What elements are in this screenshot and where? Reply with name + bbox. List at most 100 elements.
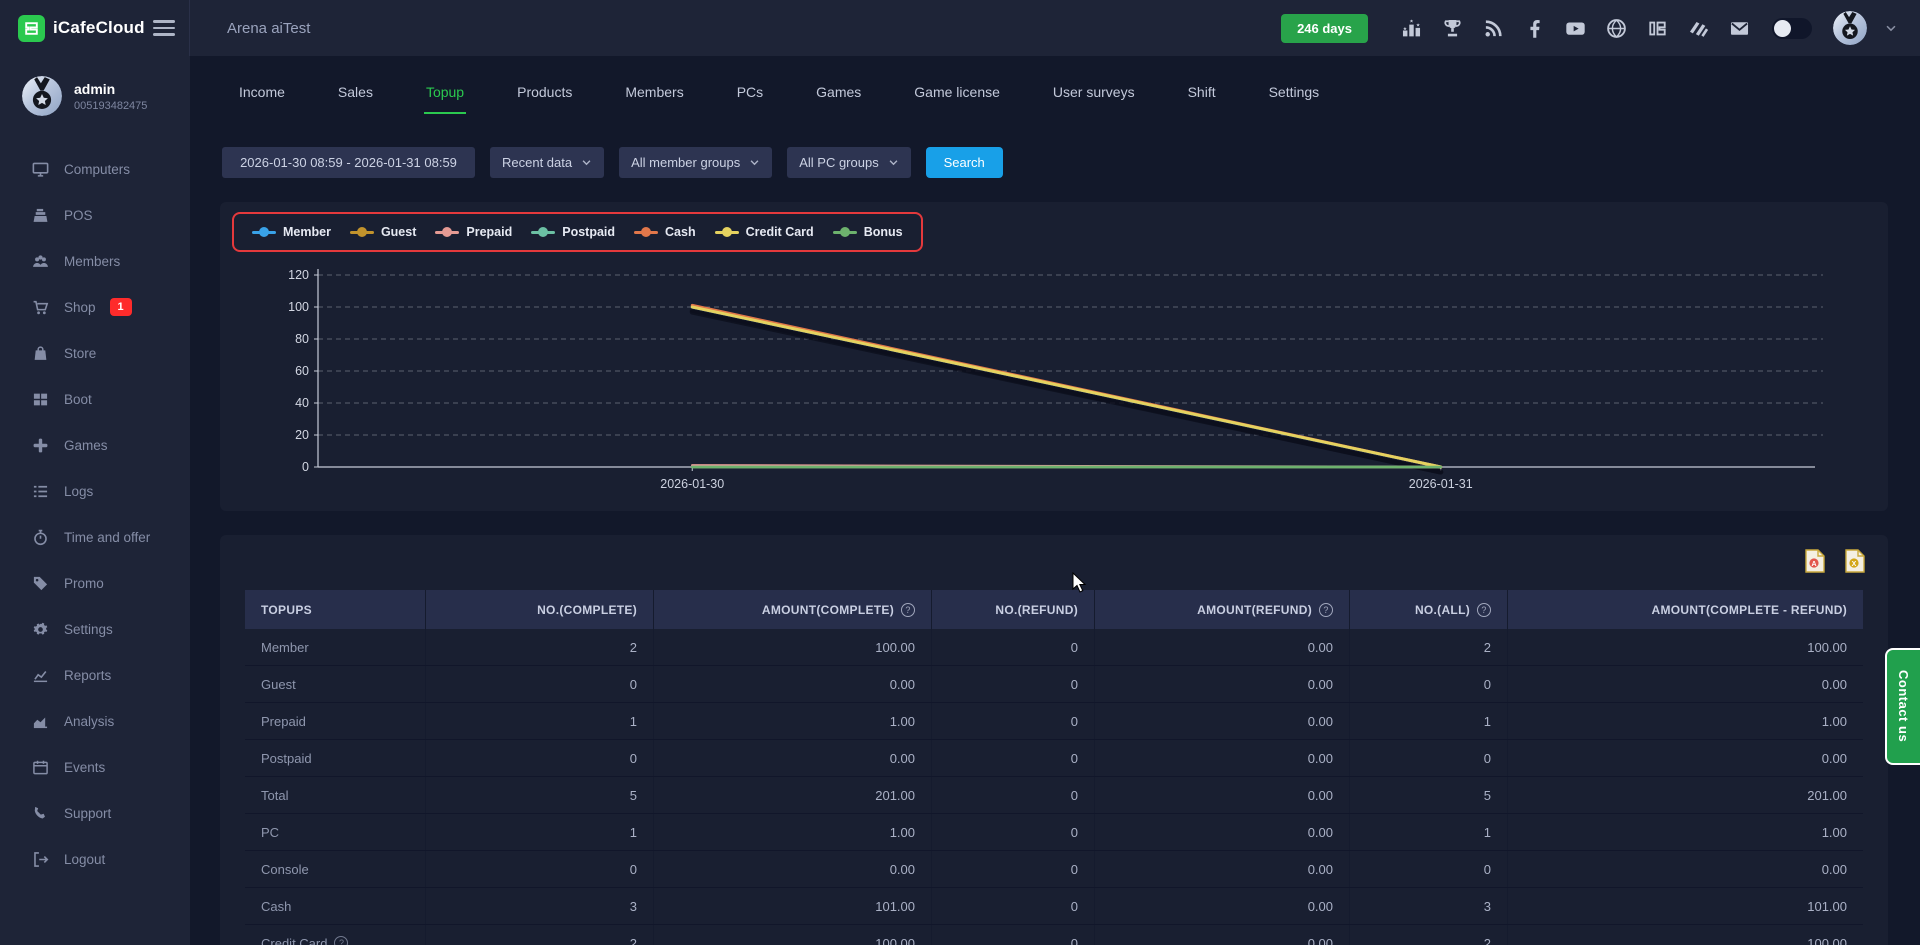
avatar[interactable] bbox=[1833, 11, 1867, 45]
date-range-value: 2026-01-30 08:59 - 2026-01-31 08:59 bbox=[240, 155, 457, 170]
theme-toggle[interactable] bbox=[1772, 17, 1812, 39]
row-label: Member bbox=[261, 639, 309, 655]
excel-export-icon[interactable]: X bbox=[1844, 549, 1866, 573]
sidebar-item-members[interactable]: Members bbox=[0, 238, 190, 284]
contact-us-tab[interactable]: Contact us bbox=[1885, 648, 1920, 765]
column-header: AMOUNT(COMPLETE - REFUND) bbox=[1507, 590, 1863, 629]
cell-value: 0 bbox=[931, 925, 1094, 945]
sidebar-item-logs[interactable]: Logs bbox=[0, 468, 190, 514]
hamburger-menu-icon[interactable] bbox=[153, 16, 175, 40]
row-label: Console bbox=[261, 861, 309, 877]
recent-data-select[interactable]: Recent data bbox=[490, 147, 605, 178]
tab-topup[interactable]: Topup bbox=[423, 74, 467, 114]
member-groups-select[interactable]: All member groups bbox=[619, 147, 773, 178]
date-range-input[interactable]: 2026-01-30 08:59 - 2026-01-31 08:59 bbox=[222, 147, 475, 178]
tab-members[interactable]: Members bbox=[623, 74, 685, 114]
cell-value: 5 bbox=[425, 777, 653, 813]
info-icon[interactable]: ? bbox=[334, 936, 349, 945]
info-icon[interactable]: ? bbox=[1477, 602, 1491, 617]
legend-item-credit-card[interactable]: Credit Card bbox=[714, 225, 814, 239]
legend-marker bbox=[714, 227, 739, 237]
cell-value: 1.00 bbox=[653, 703, 931, 739]
chevron-down-icon[interactable] bbox=[1884, 21, 1898, 35]
sidebar-item-logout[interactable]: Logout bbox=[0, 836, 190, 882]
rss-icon[interactable] bbox=[1481, 16, 1505, 40]
sidebar-item-computers[interactable]: Computers bbox=[0, 146, 190, 192]
promo-icon bbox=[32, 575, 49, 592]
tab-shift[interactable]: Shift bbox=[1186, 74, 1218, 114]
chevron-down-icon bbox=[582, 160, 591, 166]
legend-item-guest[interactable]: Guest bbox=[349, 225, 416, 239]
info-icon[interactable]: ? bbox=[901, 602, 915, 617]
table-row: Cash 3 101.00 0 0.00 3 101.00 bbox=[245, 888, 1863, 925]
user-block[interactable]: admin 005193482475 bbox=[0, 56, 190, 122]
cell-value: 0.00 bbox=[1094, 851, 1349, 887]
pdf-export-icon[interactable]: A bbox=[1804, 549, 1826, 573]
legend-label: Member bbox=[283, 225, 331, 239]
cell-value: 2 bbox=[1349, 925, 1507, 945]
mail-icon[interactable] bbox=[1727, 16, 1751, 40]
trophy-icon[interactable] bbox=[1440, 16, 1464, 40]
legend-item-cash[interactable]: Cash bbox=[634, 225, 696, 239]
pos-icon bbox=[32, 207, 49, 224]
tab-income[interactable]: Income bbox=[237, 74, 287, 114]
layers-icon[interactable] bbox=[1686, 16, 1710, 40]
tab-products[interactable]: Products bbox=[515, 74, 574, 114]
topup-chart: 0 20 40 60 80 100 120 2026-01-30 2026-01-31 bbox=[288, 268, 1823, 491]
sidebar-item-events[interactable]: Events bbox=[0, 744, 190, 790]
topbar: iCafeCloud Arena aiTest 246 days bbox=[0, 0, 1920, 56]
days-badge[interactable]: 246 days bbox=[1281, 13, 1368, 43]
icafe-icon[interactable] bbox=[1645, 16, 1669, 40]
tab-sales[interactable]: Sales bbox=[336, 74, 375, 114]
sidebar-item-settings[interactable]: Settings bbox=[0, 606, 190, 652]
youtube-icon[interactable] bbox=[1563, 16, 1587, 40]
legend-label: Bonus bbox=[863, 225, 903, 239]
tab-user-surveys[interactable]: User surveys bbox=[1051, 74, 1137, 114]
tab-settings[interactable]: Settings bbox=[1267, 74, 1322, 114]
legend-marker bbox=[531, 227, 556, 237]
filter-row: 2026-01-30 08:59 - 2026-01-31 08:59 Rece… bbox=[222, 147, 1003, 178]
tab-pcs[interactable]: PCs bbox=[735, 74, 765, 114]
pc-groups-select[interactable]: All PC groups bbox=[787, 147, 911, 178]
cell-value: 0 bbox=[425, 740, 653, 776]
sidebar-item-pos[interactable]: POS bbox=[0, 192, 190, 238]
svg-text:20: 20 bbox=[295, 428, 309, 442]
sidebar-item-store[interactable]: Store bbox=[0, 330, 190, 376]
user-name: admin bbox=[74, 80, 116, 97]
legend-item-member[interactable]: Member bbox=[252, 225, 331, 239]
svg-text:80: 80 bbox=[295, 332, 309, 346]
cell-value: 101.00 bbox=[653, 888, 931, 924]
search-button[interactable]: Search bbox=[925, 147, 1003, 178]
tab-games[interactable]: Games bbox=[814, 74, 863, 114]
info-icon[interactable]: ? bbox=[1319, 602, 1333, 617]
sidebar-item-games[interactable]: Games bbox=[0, 422, 190, 468]
facebook-icon[interactable] bbox=[1522, 16, 1546, 40]
page-title: Arena aiTest bbox=[227, 19, 311, 37]
chevron-down-icon bbox=[889, 160, 898, 166]
svg-text:2026-01-31: 2026-01-31 bbox=[1409, 477, 1473, 491]
table-row: PC 1 1.00 0 0.00 1 1.00 bbox=[245, 814, 1863, 851]
ranking-icon[interactable] bbox=[1399, 16, 1423, 40]
icafecloud-logo-icon[interactable] bbox=[18, 14, 45, 42]
column-header: TOPUPS bbox=[261, 602, 312, 617]
sidebar-item-boot[interactable]: Boot bbox=[0, 376, 190, 422]
sidebar-item-analysis[interactable]: Analysis bbox=[0, 698, 190, 744]
sidebar-item-label: Logs bbox=[64, 483, 94, 499]
cell-value: 100.00 bbox=[653, 925, 931, 945]
legend-item-postpaid[interactable]: Postpaid bbox=[531, 225, 615, 239]
tab-game-license[interactable]: Game license bbox=[912, 74, 1002, 114]
cell-value: 0.00 bbox=[1094, 703, 1349, 739]
svg-text:2026-01-30: 2026-01-30 bbox=[660, 477, 724, 491]
sidebar-item-promo[interactable]: Promo bbox=[0, 560, 190, 606]
legend-item-prepaid[interactable]: Prepaid bbox=[435, 225, 512, 239]
cell-value: 0.00 bbox=[1094, 814, 1349, 850]
globe-icon[interactable] bbox=[1604, 16, 1628, 40]
sidebar-item-time-and-offer[interactable]: Time and offer bbox=[0, 514, 190, 560]
sidebar-item-support[interactable]: Support bbox=[0, 790, 190, 836]
sidebar-item-label: Boot bbox=[64, 391, 92, 407]
legend-item-bonus[interactable]: Bonus bbox=[832, 225, 903, 239]
cell-value: 201.00 bbox=[653, 777, 931, 813]
sidebar-item-shop[interactable]: Shop 1 bbox=[0, 284, 190, 330]
sidebar-item-reports[interactable]: Reports bbox=[0, 652, 190, 698]
cell-value: 0.00 bbox=[1094, 629, 1349, 665]
